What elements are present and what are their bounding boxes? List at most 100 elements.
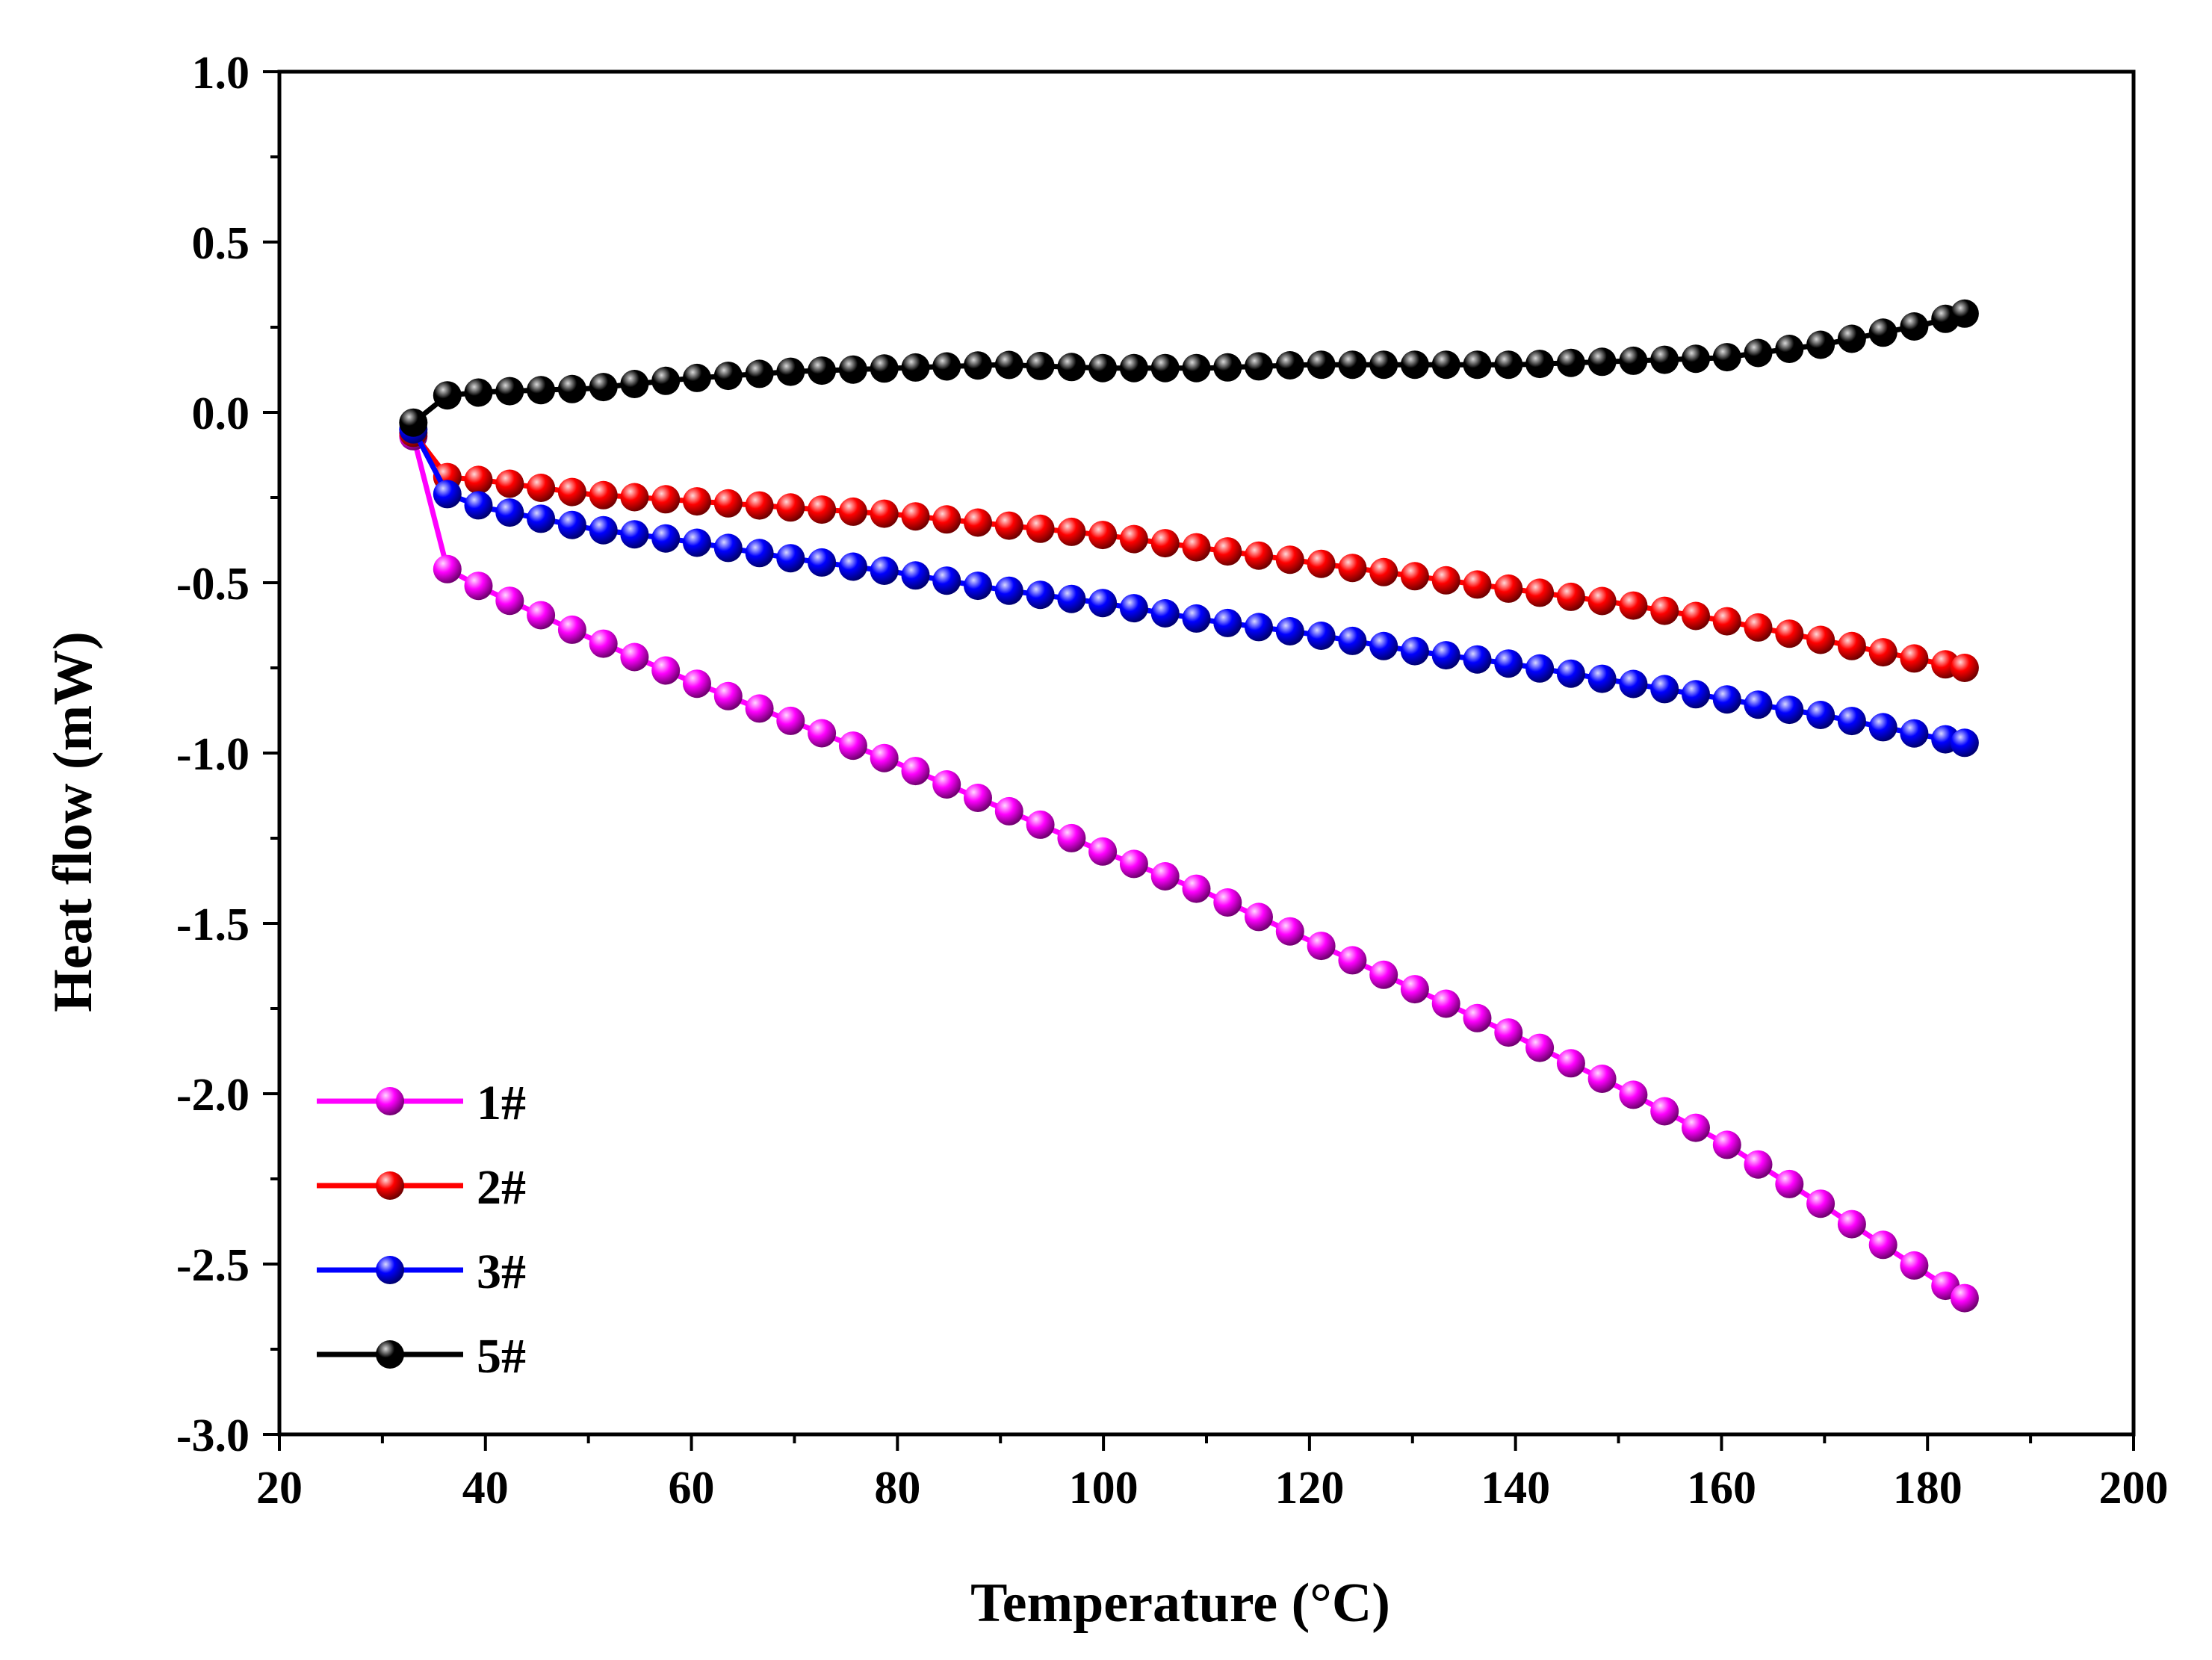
data-point <box>1088 589 1118 618</box>
data-point <box>745 491 774 520</box>
data-point <box>1775 696 1804 725</box>
data-point <box>1775 1169 1804 1198</box>
legend-label: 2# <box>477 1160 526 1215</box>
data-point <box>1556 1049 1585 1078</box>
data-point <box>808 548 837 577</box>
data-point <box>464 465 493 495</box>
data-point <box>433 381 462 410</box>
data-point <box>994 796 1023 826</box>
axes-layer: 20 40 60 80 100 120 140 160 180 200 1.0 0.5 0.0 -0.5 -… <box>176 48 2169 1514</box>
data-point <box>1744 690 1773 719</box>
data-point <box>932 770 961 799</box>
data-point <box>1245 902 1273 932</box>
data-point <box>1307 549 1336 578</box>
data-point <box>1682 1113 1710 1142</box>
x-tick-label: 200 <box>2099 1463 2169 1514</box>
data-point <box>838 552 867 581</box>
legend-label: 1# <box>477 1076 526 1130</box>
data-point <box>1245 352 1273 381</box>
data-point <box>495 586 524 616</box>
data-point <box>464 572 493 601</box>
data-point <box>870 354 899 383</box>
data-point <box>1619 1080 1648 1109</box>
series-layer <box>399 299 1979 1313</box>
data-point <box>808 356 837 385</box>
data-point <box>1868 638 1897 667</box>
data-point <box>901 353 930 382</box>
data-point <box>1619 346 1648 375</box>
data-point <box>1744 613 1773 642</box>
data-point <box>1619 591 1648 620</box>
data-point <box>1494 1018 1523 1047</box>
legend-marker <box>376 1087 404 1115</box>
data-point <box>1338 554 1367 583</box>
data-point <box>1712 607 1741 636</box>
data-point <box>1026 580 1055 610</box>
data-point <box>620 483 649 512</box>
data-point <box>1119 594 1148 623</box>
data-point <box>745 539 774 568</box>
y-tick-label: -0.5 <box>176 559 250 610</box>
data-point <box>1587 586 1617 616</box>
y-tick-label: 1.0 <box>192 48 250 99</box>
data-point <box>1682 680 1710 709</box>
data-point <box>1775 335 1804 363</box>
data-point <box>1494 649 1523 678</box>
data-point <box>1950 299 1979 328</box>
data-point <box>932 566 961 595</box>
legend: 1# 2# 3# 5# <box>317 1076 526 1384</box>
legend-item-3#: 3# <box>317 1245 526 1299</box>
data-point <box>1400 975 1429 1004</box>
data-point <box>399 408 428 437</box>
data-point <box>1587 664 1617 693</box>
data-point <box>1275 545 1304 575</box>
data-point <box>1182 533 1211 562</box>
data-point <box>1650 596 1679 625</box>
x-tick-label: 100 <box>1069 1463 1138 1514</box>
data-point <box>1463 645 1492 674</box>
data-point <box>1650 345 1679 374</box>
data-point <box>1525 350 1555 379</box>
series-2# <box>399 418 1979 682</box>
legend-marker <box>376 1340 404 1369</box>
data-point <box>1837 707 1866 736</box>
data-point <box>1213 537 1242 566</box>
y-tick-label: -1.5 <box>176 899 250 950</box>
data-point <box>1307 932 1336 961</box>
data-point <box>1806 701 1835 729</box>
data-point <box>1900 644 1929 673</box>
data-point <box>838 497 867 526</box>
data-point <box>1182 874 1211 903</box>
legend-item-1#: 1# <box>317 1076 526 1130</box>
data-point <box>495 469 524 498</box>
data-point <box>1900 719 1929 748</box>
data-point <box>1806 625 1835 654</box>
data-point <box>464 378 493 407</box>
y-tick-label: -2.5 <box>176 1240 250 1291</box>
legend-item-2#: 2# <box>317 1160 526 1215</box>
x-axis-title: Temperature (°C) <box>970 1573 1390 1634</box>
data-point <box>1712 343 1741 372</box>
data-point <box>994 576 1023 605</box>
data-point <box>1275 617 1304 645</box>
data-point <box>745 694 774 723</box>
data-point <box>1150 862 1180 891</box>
data-point <box>1088 353 1118 383</box>
data-point <box>1837 631 1866 660</box>
data-point <box>1213 608 1242 637</box>
data-point <box>1712 1130 1741 1159</box>
data-point <box>433 554 462 583</box>
y-tick-label: 0.5 <box>192 218 250 269</box>
data-point <box>589 373 618 402</box>
data-point <box>1338 626 1367 655</box>
data-point <box>1806 330 1835 359</box>
data-point <box>1026 351 1055 380</box>
data-point <box>1150 353 1180 383</box>
data-point <box>1026 514 1055 543</box>
data-point <box>1650 1097 1679 1126</box>
data-point <box>683 487 711 516</box>
data-point <box>1088 521 1118 550</box>
data-point <box>1150 599 1180 628</box>
data-point <box>1587 1065 1617 1093</box>
